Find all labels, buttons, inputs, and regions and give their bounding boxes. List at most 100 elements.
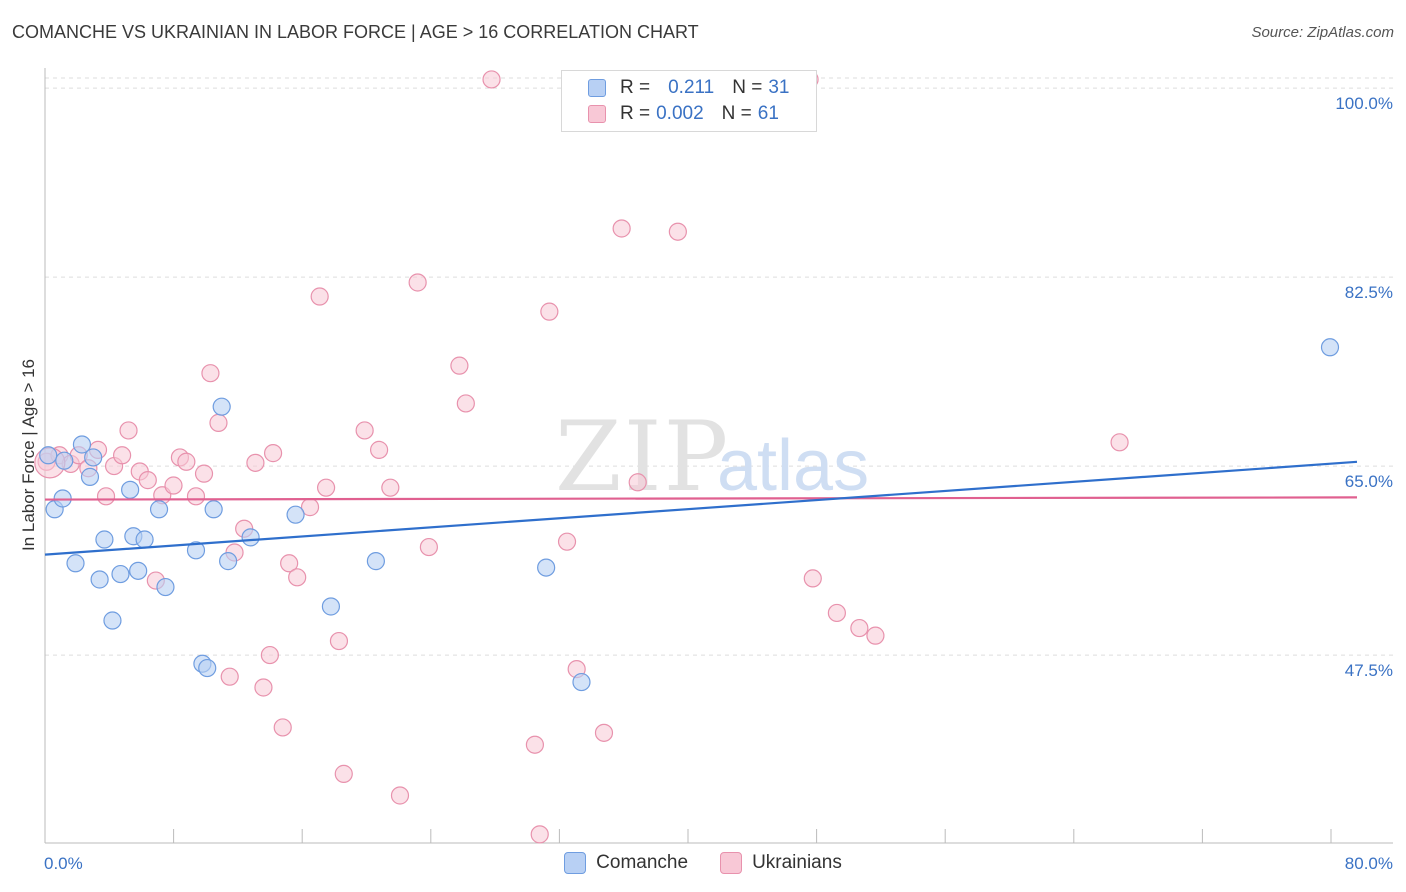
ukrainians-point (866, 626, 885, 645)
ukrainians-point (540, 302, 559, 321)
y-tick-label: 82.5% (1345, 283, 1393, 302)
comanche-point (212, 397, 231, 416)
legend-item-ukrainians: Ukrainians (720, 852, 842, 874)
comanche-n-label: N = (732, 77, 763, 98)
ukrainians-point (96, 487, 116, 506)
ukrainians-point (186, 487, 206, 506)
ukrainians-point (316, 478, 336, 497)
ukrainians-point (450, 356, 469, 375)
ukrainians-point (263, 444, 283, 463)
ukrainians-point (408, 273, 427, 292)
comanche-r-value: 0.211 (668, 77, 715, 98)
ukrainians-point (273, 718, 292, 737)
comanche-point (241, 528, 260, 547)
comanche-point (286, 505, 305, 524)
comanche-point (72, 435, 92, 454)
ukrainians-point (390, 786, 410, 805)
axis-ticks: 47.5% 65.0% 82.5% 100.0% 0.0% 80.0% (44, 94, 1393, 873)
comanche-r-label: R = (620, 77, 651, 98)
ukrainians-point (220, 667, 239, 686)
ukrainians-point (201, 364, 220, 383)
y-axis-title: In Labor Force | Age > 16 (19, 359, 38, 551)
comanche-n-value: 31 (768, 77, 790, 98)
comanche-legend-label: Comanche (596, 852, 689, 873)
x-tick-label: 80.0% (1345, 854, 1393, 873)
comanche-point (366, 552, 385, 571)
ukrainians-point (850, 618, 869, 638)
comanche-points (39, 338, 1340, 692)
comanche-point (84, 448, 103, 467)
y-tick-label: 100.0% (1335, 94, 1393, 113)
comanche-point (198, 658, 217, 678)
comanche-point (111, 564, 130, 584)
x-tick-label: 0.0% (44, 854, 83, 873)
y-tick-label: 47.5% (1345, 661, 1393, 680)
comanche-trend-line (44, 460, 1358, 556)
ukrainians-point (594, 723, 614, 742)
comanche-point (572, 672, 591, 692)
comanche-point (537, 558, 556, 577)
ukrainians-point (525, 735, 545, 754)
ukrainians-legend-label: Ukrainians (752, 852, 842, 873)
comanche-point (55, 451, 74, 470)
chart-title: COMANCHE VS UKRAINIAN IN LABOR FORCE | A… (12, 22, 699, 42)
ukrainians-point (530, 825, 549, 844)
legend-row-ukrainians: R = 0.002 N = 61 (588, 101, 779, 127)
ukrainians-point (381, 478, 400, 497)
comanche-point (129, 561, 148, 580)
watermark-zip: ZIP (555, 401, 730, 513)
comanche-point (135, 530, 154, 549)
comanche-point (39, 446, 58, 465)
comanche-point (219, 552, 238, 571)
comanche-point (186, 541, 206, 560)
ukrainians-point (194, 464, 214, 483)
ukrainians-point (482, 70, 501, 89)
comanche-point (121, 480, 140, 499)
ukrainians-point (260, 645, 279, 665)
ukrainians-point (668, 222, 687, 241)
trend-lines (44, 460, 1358, 556)
ukrainians-point (254, 678, 273, 697)
ukrainians-point (164, 476, 183, 495)
ukrainians-point (310, 287, 329, 306)
ukrainians-point (355, 421, 374, 440)
comanche-point (156, 577, 175, 597)
comanche-point (66, 554, 85, 573)
ukrainians-trend-line (44, 496, 1358, 501)
comanche-point (321, 597, 341, 616)
series-legend: Comanche Ukrainians (0, 852, 1406, 874)
watermark: ZIP atlas (555, 401, 869, 513)
comanche-point (103, 611, 122, 630)
correlation-legend: R = 0.211 N = 31 R = 0.002 N = 61 (561, 70, 817, 132)
ukrainians-point (334, 764, 353, 783)
comanche-point (1320, 338, 1340, 357)
ukrainians-point (827, 603, 846, 623)
ukrainians-points (34, 70, 1129, 844)
watermark-atlas: atlas (717, 426, 869, 506)
ukrainians-r-value: 0.002 (656, 103, 704, 124)
comanche-point (80, 467, 100, 486)
ukrainians-point (419, 537, 438, 557)
ukrainians-point (370, 440, 389, 459)
ukrainians-point (246, 453, 265, 472)
legend-row-comanche: R = 0.211 N = 31 (588, 75, 790, 101)
comanche-point (204, 500, 223, 519)
ukrainians-point (119, 421, 138, 440)
ukrainians-point (557, 532, 577, 551)
grid-lines (45, 77, 1393, 656)
comanche-point (95, 530, 114, 549)
comanche-point (149, 500, 169, 519)
ukrainians-n-label: N = (721, 103, 752, 124)
ukrainians-point (280, 554, 299, 573)
ukrainians-r-label: R = (620, 103, 651, 124)
ukrainians-point (628, 473, 647, 492)
y-tick-label: 65.0% (1345, 472, 1393, 491)
legend-item-comanche: Comanche (564, 852, 688, 874)
ukrainians-point (209, 413, 228, 432)
ukrainians-point (1110, 433, 1129, 452)
ukrainians-point (138, 471, 157, 490)
comanche-swatch (588, 79, 606, 97)
ukrainians-point (177, 452, 196, 471)
ukrainians-swatch (588, 105, 606, 123)
